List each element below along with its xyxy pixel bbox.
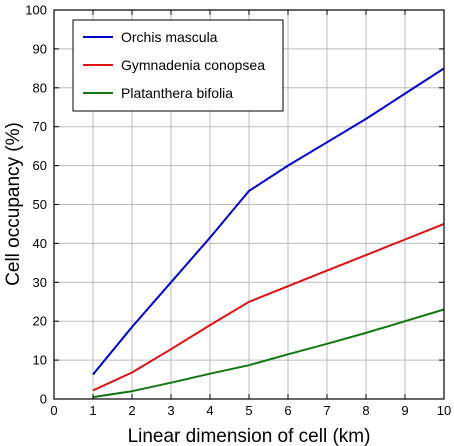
x-tick-label: 0 — [50, 403, 57, 418]
x-tick-label: 2 — [128, 403, 135, 418]
y-tick-label: 100 — [25, 3, 47, 18]
x-tick-label: 4 — [206, 403, 213, 418]
y-tick-label: 80 — [33, 80, 47, 95]
legend-label-platanthera-bifolia: Platanthera bifolia — [121, 85, 233, 101]
series-line-orchis-mascula — [92, 67, 445, 376]
y-tick-label: 30 — [33, 275, 47, 290]
x-tick-label: 8 — [362, 403, 369, 418]
y-tick-label: 90 — [33, 41, 47, 56]
y-axis-title: Cell occupancy (%) — [3, 122, 24, 286]
y-tick-label: 0 — [40, 392, 47, 407]
series-line-platanthera-bifolia — [92, 308, 445, 399]
x-tick-label: 1 — [89, 403, 96, 418]
y-tick-label: 20 — [33, 314, 47, 329]
x-tick-label: 9 — [401, 403, 408, 418]
legend-label-gymnadenia-conopsea: Gymnadenia conopsea — [121, 57, 265, 73]
y-tick-label: 50 — [33, 197, 47, 212]
legend-items: Orchis mascula Gymnadenia conopsea Platant… — [83, 29, 265, 101]
y-tick-label: 70 — [33, 119, 47, 134]
x-tick-labels: 0 1 2 3 4 5 6 7 8 9 10 — [50, 403, 451, 418]
x-tick-label: 7 — [323, 403, 330, 418]
y-tick-labels: 0 10 20 30 40 50 60 70 80 90 100 — [25, 3, 47, 407]
axis-ticks — [53, 9, 445, 400]
y-tick-label: 10 — [33, 353, 47, 368]
legend-label-orchis-mascula: Orchis mascula — [121, 29, 218, 45]
x-tick-label: 10 — [437, 403, 451, 418]
x-tick-label: 3 — [167, 403, 174, 418]
series-lines — [92, 67, 445, 399]
legend: Orchis mascula Gymnadenia conopsea Platant… — [72, 19, 284, 112]
series-line-gymnadenia-conopsea — [92, 222, 445, 392]
x-axis-title: Linear dimension of cell (km) — [128, 426, 371, 446]
x-tick-label: 6 — [284, 403, 291, 418]
y-tick-label: 40 — [33, 236, 47, 251]
x-tick-label: 5 — [245, 403, 252, 418]
y-tick-label: 60 — [33, 158, 47, 173]
